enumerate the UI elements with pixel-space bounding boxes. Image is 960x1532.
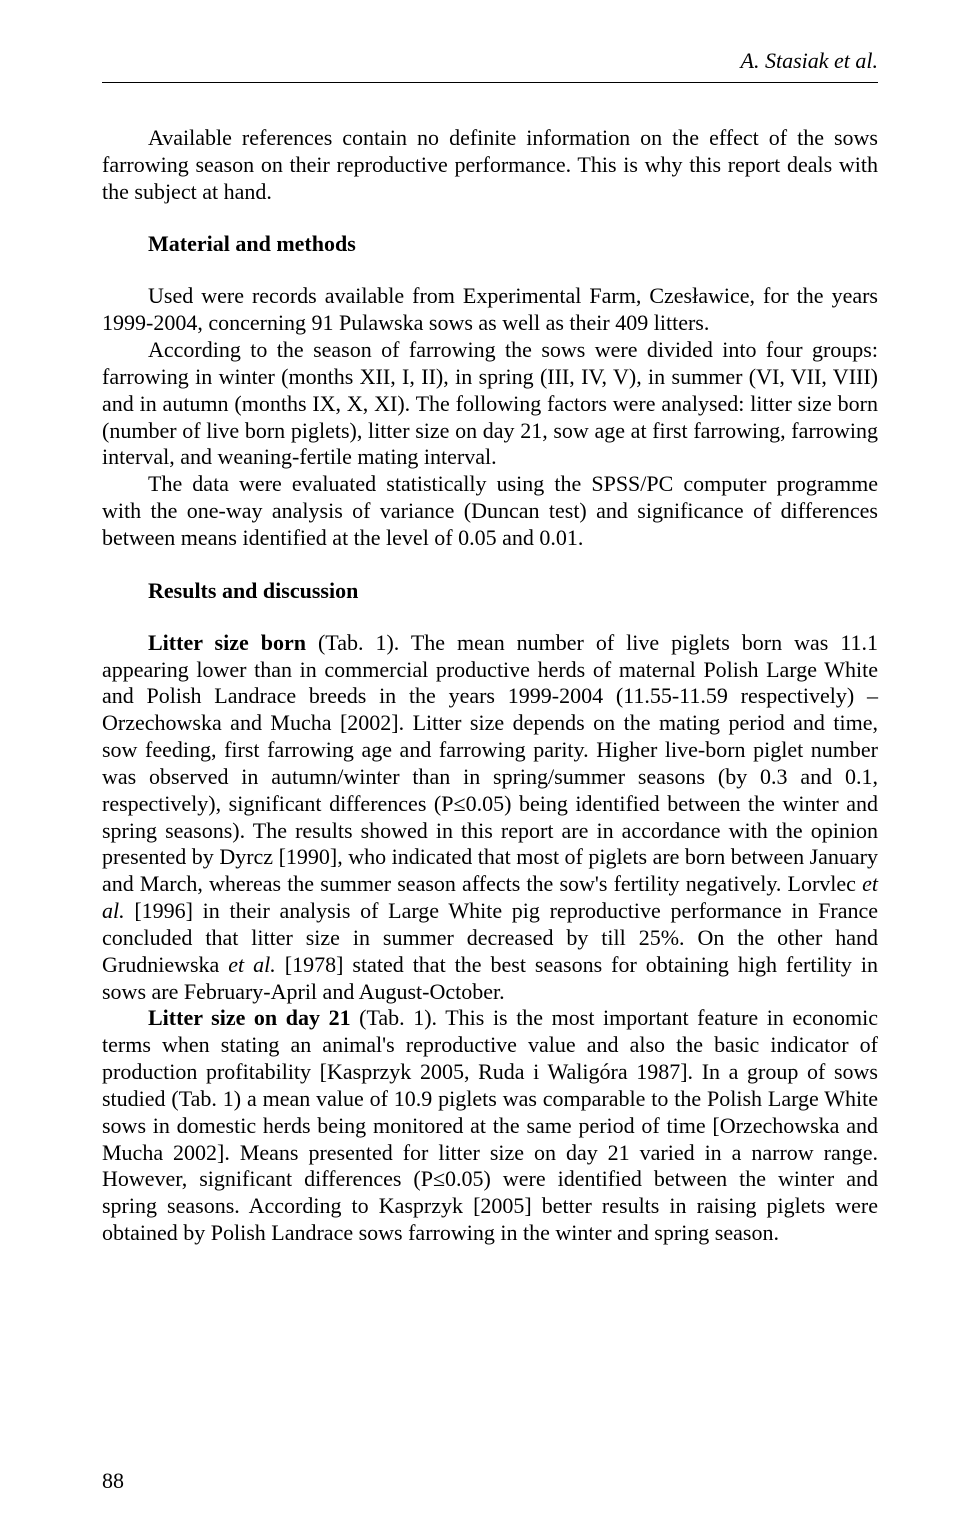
section-heading-results: Results and discussion — [102, 578, 878, 604]
litter-size-21-label: Litter size on day 21 — [148, 1005, 351, 1030]
header-rule — [102, 82, 878, 83]
running-head: A. Stasiak et al. — [102, 48, 878, 74]
methods-paragraph-2: According to the season of farrowing the… — [102, 337, 878, 471]
et-al-2: et al. — [228, 952, 275, 977]
intro-paragraph: Available references contain no definite… — [102, 125, 878, 205]
litter-size-born-label: Litter size born — [148, 630, 306, 655]
page-container: A. Stasiak et al. Available references c… — [0, 0, 960, 1532]
methods-paragraph-1: Used were records available from Experim… — [102, 283, 878, 337]
section-heading-methods: Material and methods — [102, 231, 878, 257]
results-1-part-a: (Tab. 1). The mean number of live piglet… — [102, 630, 878, 896]
methods-paragraph-3: The data were evaluated statistically us… — [102, 471, 878, 551]
results-2-body: (Tab. 1). This is the most important fea… — [102, 1005, 878, 1245]
results-paragraph-litter-21: Litter size on day 21 (Tab. 1). This is … — [102, 1005, 878, 1246]
page-number: 88 — [102, 1468, 124, 1494]
results-paragraph-litter-born: Litter size born (Tab. 1). The mean numb… — [102, 630, 878, 1006]
